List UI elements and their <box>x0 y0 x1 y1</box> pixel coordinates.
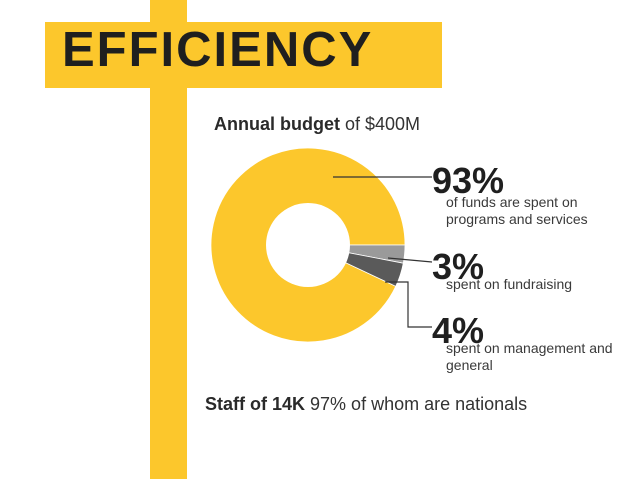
pct-label-management: 4% <box>432 310 485 351</box>
leader-line-management <box>385 281 432 328</box>
desc-label-management: spent on management and general <box>446 340 613 373</box>
budget-value: of $400M <box>345 114 421 134</box>
page-title: EFFICIENCY <box>62 23 374 77</box>
title-banner <box>45 22 442 88</box>
staff-line: Staff of 14K 97% of whom are nationals <box>205 394 527 415</box>
desc-label-programs: of funds are spent on programs and servi… <box>446 194 588 227</box>
pct-label-fundraising: 3% <box>432 246 485 287</box>
budget-line: Annual budget of $400M <box>214 114 420 135</box>
staff-value: 97% of whom are nationals <box>310 394 528 414</box>
desc-label-fundraising: spent on fundraising <box>446 276 573 292</box>
pct-label-programs: 93% <box>432 160 505 201</box>
donut-hole <box>266 203 350 287</box>
leader-line-fundraising <box>387 257 433 263</box>
staff-label: Staff of 14K <box>205 394 306 414</box>
budget-label: Annual budget <box>214 114 340 134</box>
